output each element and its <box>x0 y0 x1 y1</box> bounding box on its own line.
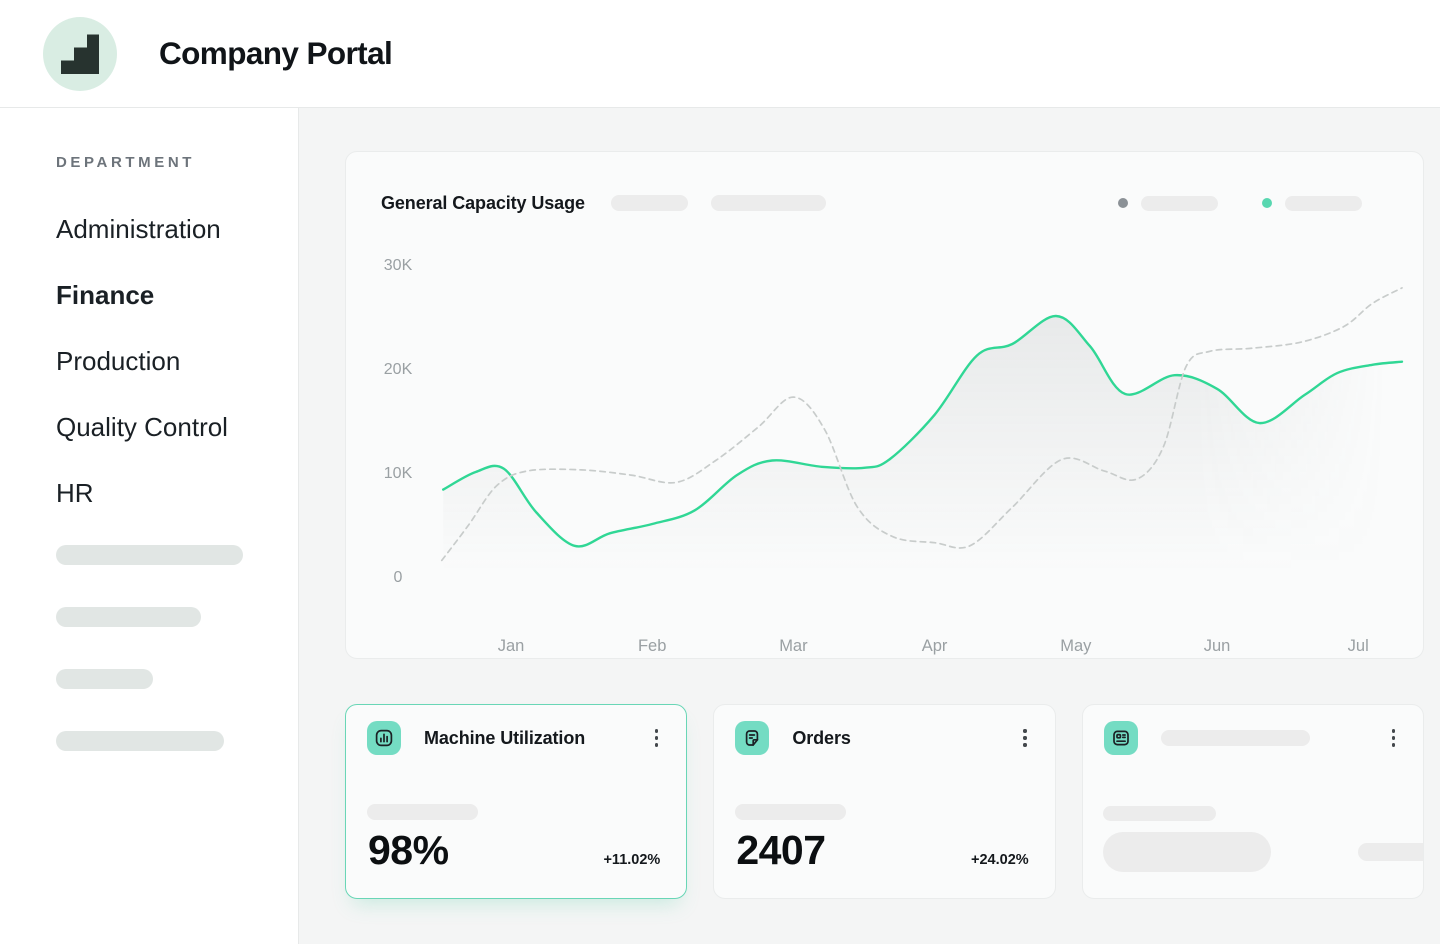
y-axis-tick-label: 20K <box>384 361 413 378</box>
y-axis-tick-label: 30K <box>384 257 413 274</box>
legend-label-skeleton <box>1285 195 1362 211</box>
stat-card-title: Machine Utilization <box>424 727 586 748</box>
kebab-menu-button[interactable] <box>653 725 660 750</box>
stat-card-header: Machine Utilization <box>367 721 660 755</box>
chart-header-skeleton-pill <box>610 195 688 211</box>
bar-chart-icon <box>375 729 393 747</box>
kebab-menu-button[interactable] <box>1021 725 1028 750</box>
capacity-chart-card: General Capacity Usage 0 10K 20K 30K Jan Feb M… <box>345 151 1424 659</box>
x-axis-tick-label: Apr <box>922 637 948 655</box>
stat-value: 98% <box>368 827 449 873</box>
stat-value-row: 2407 +24.02% <box>736 830 1028 871</box>
stat-card-loading[interactable] <box>1081 704 1424 899</box>
y-axis-tick-label: 0 <box>394 569 403 586</box>
stat-card-header: Orders <box>735 721 1028 755</box>
notepad-icon <box>746 730 759 746</box>
stat-card-machine-utilization[interactable]: Machine Utilization 98% +11.02% <box>345 704 688 899</box>
stat-cards-row: Machine Utilization 98% +11.02% <box>345 704 1424 899</box>
stat-icon-badge <box>1103 721 1138 755</box>
x-axis-tick-label: Mar <box>779 637 808 655</box>
stat-skeleton-pill <box>367 804 478 820</box>
legend-dot-current <box>1262 198 1272 208</box>
x-axis-tick-label: Jun <box>1204 637 1231 655</box>
sidebar: DEPARTMENT Administration Finance Produc… <box>0 108 299 944</box>
stat-icon-badge <box>367 721 401 755</box>
kebab-menu-button[interactable] <box>1390 725 1397 750</box>
sidebar-skeleton-bar <box>56 731 224 751</box>
stairs-icon <box>61 34 99 74</box>
sidebar-item-production[interactable]: Production <box>56 346 181 376</box>
sidebar-skeleton-group <box>56 545 298 751</box>
stat-card-header <box>1103 721 1397 755</box>
capacity-line-chart: 0 10K 20K 30K Jan Feb Mar Apr May Jun Jul <box>384 257 1404 655</box>
series-line-previous <box>440 287 1403 562</box>
stat-icon-badge <box>735 721 770 755</box>
chart-legend <box>1118 195 1362 211</box>
sidebar-item-administration[interactable]: Administration <box>56 214 221 244</box>
x-axis-tick-label: May <box>1060 637 1092 655</box>
chart-header-skeleton-pill <box>710 195 826 211</box>
stat-delta: +24.02% <box>971 852 1029 868</box>
main-content: General Capacity Usage 0 10K 20K 30K Jan Feb M… <box>299 108 1440 944</box>
app-header: Company Portal <box>0 0 1440 108</box>
sidebar-skeleton-bar <box>56 545 243 565</box>
id-card-icon <box>1112 730 1129 746</box>
stat-skeleton-pill-large <box>1102 832 1271 872</box>
series-line-current <box>442 314 1404 548</box>
series-area-fill <box>443 315 1402 577</box>
sidebar-nav: Administration Finance Production Qualit… <box>56 215 298 507</box>
stat-skeleton-pill <box>1102 806 1216 821</box>
legend-dot-previous <box>1118 198 1128 208</box>
stat-card-orders[interactable]: Orders 2407 +24.02% <box>713 704 1056 899</box>
stat-skeleton-pill-clipped <box>1357 843 1423 861</box>
stat-value: 2407 <box>736 827 826 873</box>
sidebar-item-hr[interactable]: HR <box>56 478 94 508</box>
sidebar-skeleton-bar <box>56 669 153 689</box>
sidebar-skeleton-bar <box>56 607 201 627</box>
sidebar-item-quality-control[interactable]: Quality Control <box>56 412 228 442</box>
app-title: Company Portal <box>159 35 393 71</box>
stat-value-row: 98% +11.02% <box>368 830 660 871</box>
sidebar-item-finance[interactable]: Finance <box>56 280 155 310</box>
x-axis-tick-label: Feb <box>638 637 666 655</box>
stat-delta: +11.02% <box>603 852 661 868</box>
stat-card-title: Orders <box>792 727 851 748</box>
stat-title-skeleton <box>1160 730 1310 746</box>
x-axis-tick-label: Jul <box>1348 637 1369 655</box>
chart-card-header: General Capacity Usage <box>381 191 1362 215</box>
company-logo[interactable] <box>43 16 117 91</box>
x-axis-tick-label: Jan <box>498 637 525 655</box>
chart-title: General Capacity Usage <box>381 192 585 213</box>
stat-skeleton-pill <box>735 804 847 820</box>
legend-label-skeleton <box>1141 195 1218 211</box>
y-axis-tick-label: 10K <box>384 465 413 482</box>
sidebar-section-label: DEPARTMENT <box>56 154 196 171</box>
